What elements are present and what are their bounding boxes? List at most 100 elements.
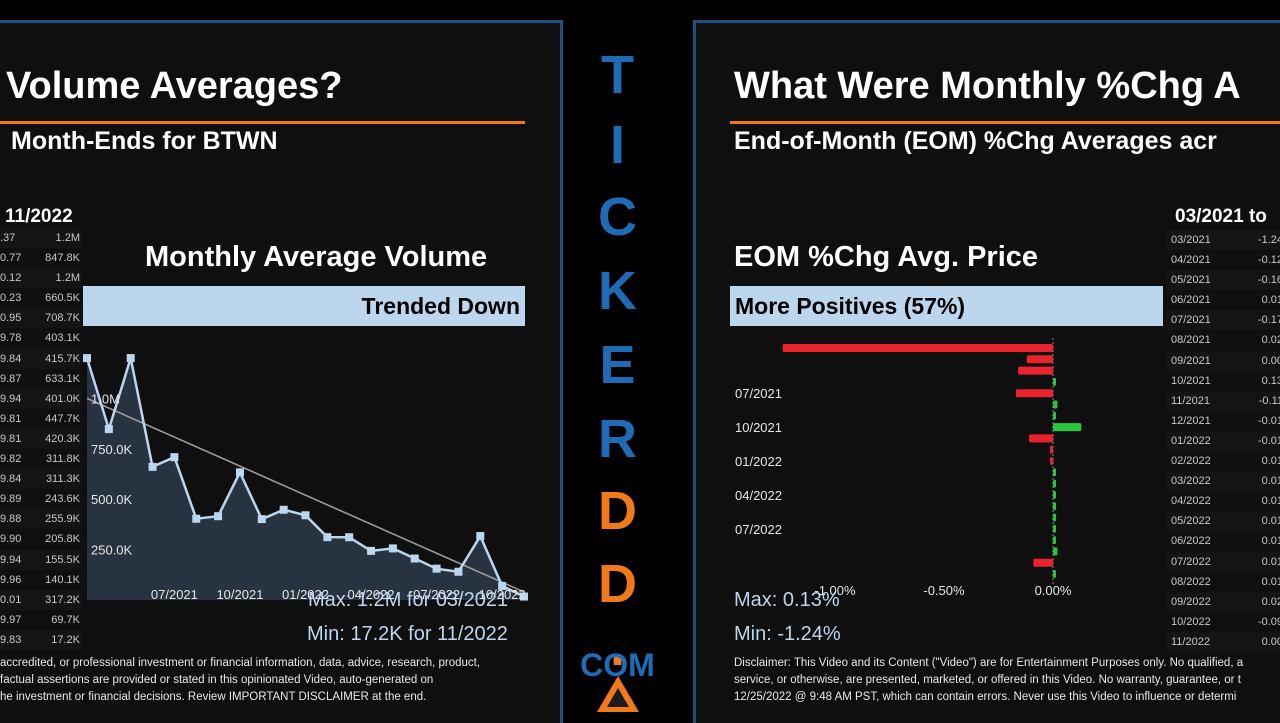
left-table-cell: 447.7K	[45, 412, 80, 425]
volume-x-tick: 07/2021	[151, 587, 198, 602]
left-table-cell: 9.89	[0, 493, 22, 506]
left-table-cell: 420.3K	[45, 432, 80, 445]
right-table-row: 11/2021 -0.11	[1166, 390, 1280, 411]
right-table-cell: 0.00	[1261, 635, 1280, 648]
right-table-cell: 0.02	[1261, 595, 1280, 608]
left-table-row: 9.81 447.7K	[0, 409, 82, 429]
right-table-cell: 11/2021	[1171, 394, 1210, 407]
left-table-cell: 140.1K	[45, 573, 80, 586]
left-table-row: 9.90 205.8K	[0, 529, 82, 549]
left-table-cell: 205.8K	[45, 533, 80, 546]
left-table-row: 9.81 420.3K	[0, 428, 82, 450]
pctchg-bar	[1053, 400, 1058, 409]
right-table-row: 09/2022 0.02	[1166, 591, 1280, 612]
volume-point	[432, 564, 441, 573]
pctchg-bar	[1050, 445, 1053, 454]
left-table-cell: 1.2M	[55, 232, 80, 244]
left-disclaimer-line: accredited, or professional investment o…	[0, 657, 481, 669]
volume-point	[367, 546, 376, 555]
left-table-cell: 9.83	[0, 633, 22, 646]
logo-letter: .	[609, 617, 625, 677]
logo-letter: E	[599, 335, 636, 395]
left-table-cell: 1.2M	[55, 272, 80, 285]
left-table-cell: 9.88	[0, 513, 22, 526]
left-table-row: 9.78 403.1K	[0, 328, 82, 348]
right-table-cell: -0.17	[1257, 314, 1280, 327]
right-table-row: 10/2021 0.13	[1166, 371, 1280, 391]
volume-point	[301, 511, 310, 520]
left-table-cell: 415.7K	[45, 352, 80, 365]
left-table-cell: .37	[0, 232, 16, 244]
logo-letter: C	[598, 187, 637, 247]
volume-point	[410, 554, 419, 563]
left-table-row: 0.77 847.8K	[0, 248, 82, 268]
right-table-cell: 08/2022	[1171, 575, 1211, 588]
logo-triangle-icon	[597, 676, 639, 712]
left-table-cell: 155.5K	[45, 553, 80, 566]
volume-trend-line	[86, 397, 525, 593]
volume-point	[476, 532, 485, 541]
left-data-table: .37 1.2M 0.77 847.8K 0.12 1.2M 0.23 660.5K 0.95 7…	[0, 228, 82, 650]
right-table-cell: 05/2021	[1171, 274, 1211, 287]
right-table-row: 03/2022 0.01	[1166, 471, 1280, 492]
pctchg-bar	[1053, 468, 1056, 477]
right-table-cell: 0.01	[1261, 294, 1280, 307]
left-panel: Volume Averages? Month-Ends for BTWN 11/…	[0, 20, 563, 723]
left-table-row: 0.01 317.2K	[0, 589, 82, 610]
pctchg-bar	[1033, 558, 1053, 567]
right-table-row: 06/2021 0.01	[1166, 290, 1280, 310]
right-table-cell: 03/2022	[1171, 475, 1211, 488]
left-table-cell: 633.1K	[45, 372, 80, 385]
right-disclaimer-line: 12/25/2022 @ 9:48 AM PST, which can cont…	[734, 691, 1237, 703]
left-table-row: .37 1.2M	[0, 228, 82, 249]
right-table-cell: 0.13	[1261, 374, 1280, 387]
right-table-cell: 0.01	[1261, 455, 1280, 468]
right-table-cell: -0.16	[1257, 274, 1280, 287]
right-table-cell: 04/2022	[1171, 495, 1211, 508]
volume-point	[214, 512, 223, 521]
right-table-cell: 0.01	[1261, 575, 1280, 588]
right-table-cell: 0.01	[1261, 495, 1280, 508]
volume-point	[520, 592, 528, 601]
volume-point	[126, 354, 135, 363]
pctchg-bar	[1053, 513, 1056, 522]
pctchg-bar	[1053, 423, 1082, 432]
logo-letter: R	[598, 409, 637, 469]
right-data-table: 03/2021 -1.24 04/2021 -0.12 05/2021 -0.16 06/2…	[1166, 230, 1280, 652]
right-table-row: 04/2021 -0.12	[1166, 250, 1280, 270]
volume-y-tick: 1.0M	[91, 391, 120, 406]
left-table-row: 9.83 17.2K	[0, 629, 82, 650]
left-table-cell: 403.1K	[45, 332, 80, 345]
right-disclaimer-line: Disclaimer: This Video and its Content (…	[734, 657, 1244, 669]
left-table-cell: 9.87	[0, 372, 22, 385]
logo-letter: D	[598, 481, 637, 541]
right-table-cell: 10/2021	[1171, 374, 1211, 387]
left-table-row: 0.95 708.7K	[0, 308, 82, 329]
left-table-row: 9.84 415.7K	[0, 348, 82, 369]
right-table-cell: 04/2021	[1171, 254, 1211, 267]
left-table-cell: 9.78	[0, 332, 22, 345]
right-table-cell: -0.12	[1257, 254, 1280, 267]
volume-point	[170, 453, 179, 462]
left-range-label: 11/2022	[5, 206, 73, 227]
logo-letter: I	[609, 115, 625, 175]
volume-point	[148, 462, 157, 471]
pctchg-bar	[782, 344, 1053, 352]
right-table-row: 08/2021 0.02	[1166, 330, 1280, 350]
pctchg-y-tick: 07/2022	[735, 522, 782, 537]
left-table-cell: 9.82	[0, 453, 22, 466]
pctchg-bar	[1018, 366, 1053, 375]
volume-y-tick: 750.0K	[91, 442, 133, 457]
volume-point	[498, 581, 507, 590]
left-table-cell: 401.0K	[45, 392, 80, 405]
volume-chart: 250.0K 500.0K 750.0K 1.0M 07/2021 10/2021 01/2…	[83, 354, 528, 602]
volume-point	[104, 425, 113, 434]
right-table-cell: 0.01	[1261, 515, 1280, 528]
pctchg-bar	[1053, 411, 1056, 420]
logo-letter: K	[598, 261, 637, 321]
left-table-cell: 311.8K	[45, 453, 80, 466]
volume-x-tick: 10/2022	[479, 587, 526, 602]
logo-triangle-inner	[607, 688, 629, 707]
volume-y-tick: 250.0K	[91, 543, 133, 558]
left-table-row: 9.96 140.1K	[0, 570, 82, 590]
